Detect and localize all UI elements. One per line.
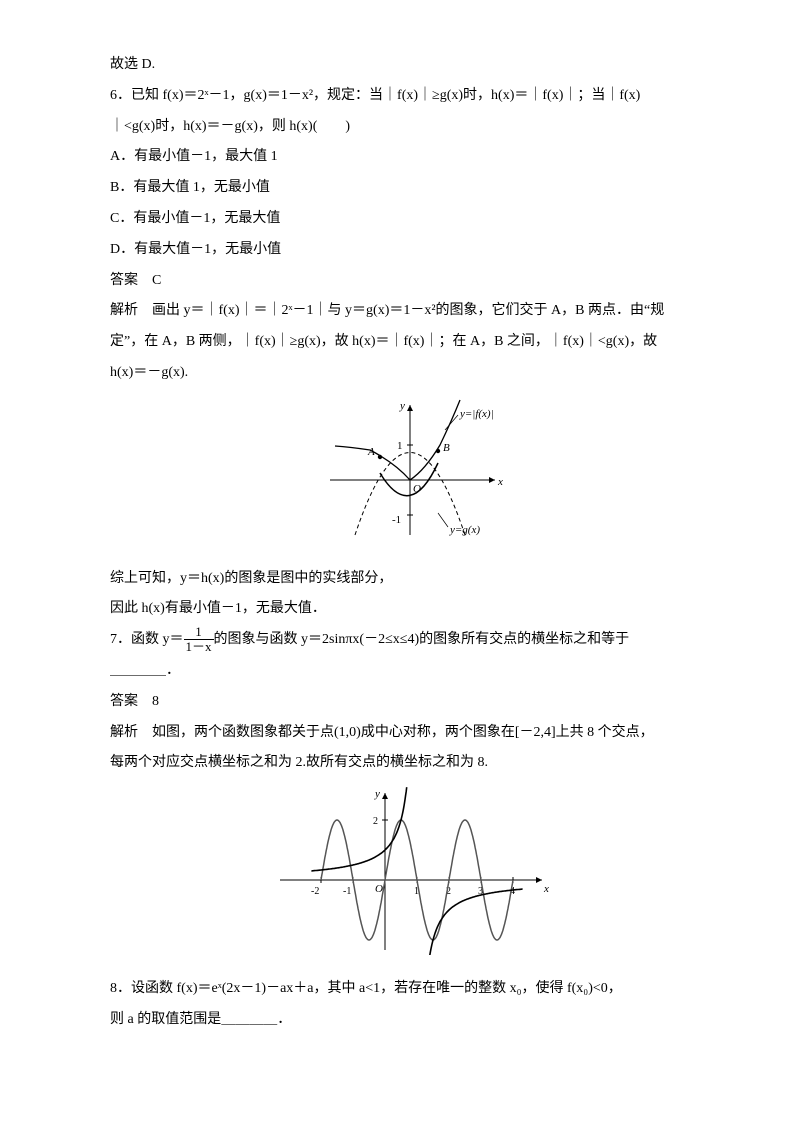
svg-text:2: 2 [373, 816, 378, 827]
q6-option-b: B．有最大值 1，无最小值 [110, 173, 710, 204]
svg-text:A: A [367, 446, 375, 458]
q8-stem-1: 8．设函数 f(x)＝eˣ(2x－1)－ax＋a，其中 a<1，若存在唯一的整数… [110, 974, 710, 1005]
q7-explain-2: 每两个对应交点横坐标之和为 2.故所有交点的横坐标之和为 8. [110, 748, 710, 779]
q6-after-1: 综上可知，y＝h(x)的图象是图中的实线部分， [110, 564, 710, 595]
svg-text:-1: -1 [343, 886, 351, 897]
svg-text:y: y [399, 400, 405, 412]
q6-stem-line1: 6．已知 f(x)＝2ˣ－1，g(x)＝1－x²，规定：当｜f(x)｜≥g(x)… [110, 81, 710, 112]
svg-text:y=|f(x)|: y=|f(x)| [459, 408, 494, 420]
q6-option-a: A．有最小值－1，最大值 1 [110, 142, 710, 173]
q7-explain-1: 解析 如图，两个函数图象都关于点(1,0)成中心对称，两个图象在[－2,4]上共… [110, 718, 710, 749]
svg-text:-2: -2 [311, 886, 319, 897]
q6-option-c: C．有最小值－1，无最大值 [110, 204, 710, 235]
svg-text:O: O [375, 883, 383, 895]
q6-explain-1: 解析 画出 y＝｜f(x)｜＝｜2ˣ－1｜与 y＝g(x)＝1－x²的图象，它们… [110, 296, 710, 327]
q7-figure: xyO-2-112342 [110, 785, 710, 968]
q6-figure: x y O 1 -1 A B y=|f(x)| y=g(x) [110, 395, 710, 558]
q6-stem-line2: ｜<g(x)时，h(x)＝－g(x)，则 h(x)( ) [110, 112, 710, 143]
q6-explain-2: 定”，在 A，B 两侧，｜f(x)｜≥g(x)，故 h(x)＝｜f(x)｜；在 … [110, 327, 710, 358]
svg-text:x: x [543, 883, 549, 895]
svg-text:B: B [443, 442, 450, 454]
svg-text:1: 1 [397, 440, 403, 452]
q8-stem-2: 则 a 的取值范围是＿＿＿＿． [110, 1005, 710, 1036]
q7-stem-pre: 7．函数 y＝ [110, 632, 184, 647]
q7-blank-line: ＿＿＿＿． [110, 656, 710, 687]
q7-stem: 7．函数 y＝11－x的图象与函数 y＝2sinπx(－2≤x≤4)的图象所有交… [110, 625, 710, 656]
svg-text:-1: -1 [392, 514, 401, 526]
svg-text:x: x [497, 476, 503, 488]
q6-explain-3: h(x)＝－g(x). [110, 358, 710, 389]
q6-option-d: D．有最大值－1，无最小值 [110, 235, 710, 266]
q7-stem-post: 的图象与函数 y＝2sinπx(－2≤x≤4)的图象所有交点的横坐标之和等于 [214, 632, 630, 647]
q6-after-2: 因此 h(x)有最小值－1，无最大值． [110, 594, 710, 625]
q6-answer: 答案 C [110, 266, 710, 297]
q7-fraction: 11－x [184, 625, 214, 655]
svg-text:y=g(x): y=g(x) [449, 524, 480, 536]
q7-answer: 答案 8 [110, 687, 710, 718]
svg-text:y: y [374, 788, 380, 800]
prev-conclusion: 故选 D. [110, 50, 710, 81]
